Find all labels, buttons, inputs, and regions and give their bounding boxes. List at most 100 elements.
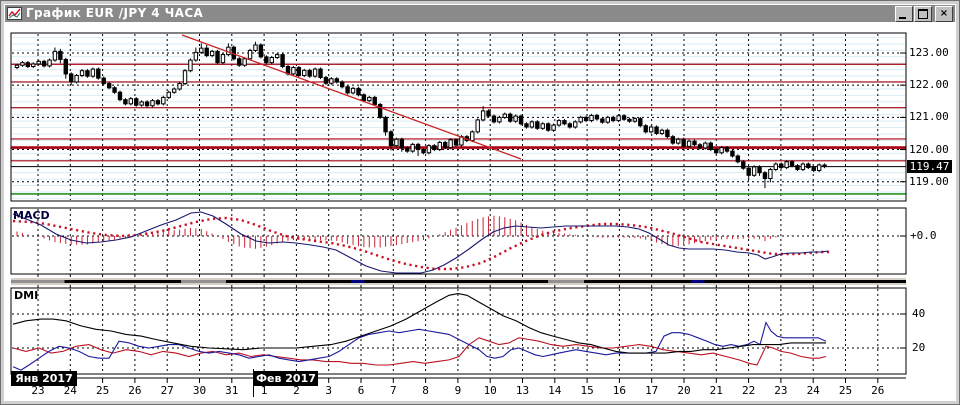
x-axis-label: 15 (580, 384, 594, 397)
candle-body (681, 138, 686, 147)
x-axis-label: 7 (389, 384, 397, 397)
candle-body (134, 98, 139, 106)
candle-body (166, 91, 171, 98)
candle-body (209, 50, 215, 57)
candle-body (264, 56, 269, 64)
plus-di-line (12, 321, 827, 371)
candle-body (583, 116, 589, 122)
candle-body (63, 58, 68, 75)
candle-body (150, 100, 155, 107)
panel-border (10, 287, 907, 375)
candle-body (405, 147, 410, 152)
x-axis-label: 10 (483, 384, 497, 397)
dmi-axis-label-40: 40 (912, 307, 926, 320)
candle-body (182, 70, 188, 85)
x-axis-label: 14 (548, 384, 562, 397)
candle-body (545, 123, 551, 131)
candle-body (177, 83, 182, 90)
candle-body (670, 136, 676, 144)
close-icon: × (939, 8, 949, 19)
candle-body (811, 167, 816, 171)
x-axis-label: 23 (774, 384, 788, 397)
candle-body (762, 172, 768, 180)
candle-body (312, 68, 318, 77)
candle-body (171, 88, 177, 93)
candle-body (96, 68, 101, 79)
minimize-button[interactable] (895, 5, 913, 22)
candle-body (280, 54, 285, 68)
candle-body (421, 149, 426, 154)
candle-body (475, 119, 480, 133)
candle-body (269, 57, 274, 64)
candle-body (800, 163, 806, 170)
month-marker-jan: Янв 2017 (11, 371, 77, 386)
candle-body (69, 73, 74, 83)
candle-body (535, 121, 540, 129)
candle-body (372, 96, 377, 105)
maximize-button[interactable] (914, 5, 932, 22)
price-axis-label: 121.00 (909, 110, 949, 124)
candle-body (822, 164, 827, 168)
candle-body (101, 77, 106, 85)
x-axis-label: 26 (871, 384, 885, 397)
candle-body (258, 44, 264, 58)
candle-body (779, 163, 784, 169)
x-axis-label: 22 (741, 384, 756, 397)
candle-body (697, 144, 703, 149)
candle-body (90, 68, 96, 77)
candle-body (79, 70, 85, 77)
candle-body (74, 75, 79, 83)
candle-body (388, 131, 394, 147)
candle-body (659, 129, 665, 134)
candle-body (247, 49, 253, 60)
candle-body (377, 103, 383, 118)
candle-body (139, 101, 144, 106)
candle-body (611, 116, 616, 122)
candle-body (562, 120, 567, 125)
x-axis-label: 31 (225, 384, 239, 397)
candle-body (508, 113, 513, 122)
candle-body (161, 96, 166, 105)
candle-body (573, 121, 578, 128)
macd-panel-label: MACD (13, 209, 50, 222)
candle-body (524, 123, 529, 128)
close-button[interactable]: × (935, 5, 953, 22)
candle-body (486, 110, 491, 117)
candle-body (155, 100, 161, 105)
candle-body (106, 83, 112, 89)
candle-body (296, 66, 302, 77)
candle-body (567, 123, 573, 128)
candle-body (491, 115, 497, 123)
candle-body (616, 115, 621, 122)
candle-body (551, 124, 556, 131)
candle-body (25, 62, 31, 68)
x-axis-label: 13 (515, 384, 530, 397)
candle-body (144, 101, 150, 107)
candle-body (188, 59, 193, 72)
candle-body (323, 76, 329, 84)
window-title: График EUR /JPY 4 ЧАСА (26, 6, 204, 20)
candle-body (112, 87, 117, 93)
minus-di-line (12, 337, 827, 366)
candle-body (237, 58, 242, 66)
candle-body (117, 91, 123, 101)
price-axis-label: 120.00 (909, 142, 949, 156)
candle-body (556, 120, 562, 126)
candle-body (340, 81, 345, 88)
candle-body (540, 123, 545, 129)
candle-body (307, 69, 312, 77)
candle-body (643, 125, 648, 133)
title-bar[interactable]: График EUR /JPY 4 ЧАСА × (5, 5, 955, 22)
candle-body (768, 168, 773, 180)
x-axis-label: 16 (612, 384, 627, 397)
x-axis-label: 24 (806, 384, 820, 397)
candle-body (415, 143, 421, 151)
panel-splitter[interactable] (11, 278, 906, 285)
x-axis-label: 2 (293, 384, 300, 397)
candle-body (578, 116, 583, 123)
candle-body (302, 69, 307, 77)
splitter-bar (11, 280, 906, 283)
candle-body (594, 114, 600, 120)
candle-body (36, 60, 41, 65)
